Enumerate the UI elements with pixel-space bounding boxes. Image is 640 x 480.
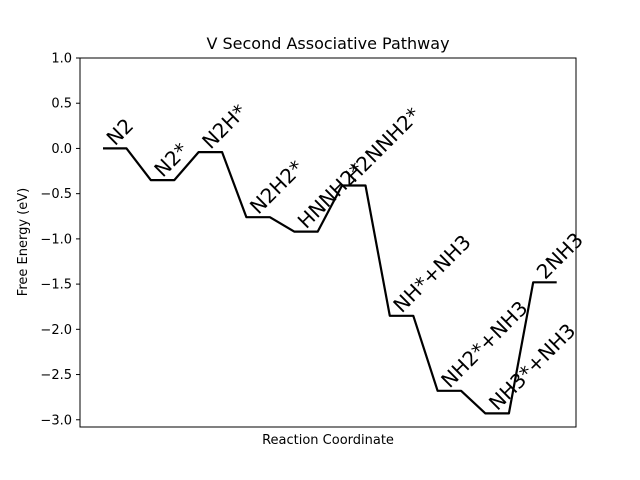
state-label: N2 [102, 113, 139, 150]
state-label: N2* [149, 138, 193, 182]
chart-title: V Second Associative Pathway [206, 34, 449, 53]
state-labels: N2N2*N2H*N2H2*HNNH2*H2NNH2*NH*+NH3NH2*+N… [102, 99, 588, 415]
energy-profile-line [103, 147, 557, 415]
y-tick-label: −0.5 [40, 187, 72, 202]
x-axis-label: Reaction Coordinate [262, 433, 394, 448]
y-tick-label: 1.0 [51, 52, 72, 67]
plot-area-frame [79, 57, 577, 428]
y-tick-label: −3.0 [40, 413, 72, 428]
y-tick-label: 0.5 [51, 97, 72, 112]
state-label: 2NH3 [532, 228, 588, 284]
y-axis: 1.0 0.5 0.0 −0.5 −1.0 −1.5 −2.0 −2.5 −3.0 [40, 52, 80, 428]
y-tick-label: −1.5 [40, 278, 72, 293]
y-tick-label: 0.0 [51, 142, 72, 157]
y-tick-label: −1.0 [40, 232, 72, 247]
y-tick-label: −2.0 [40, 323, 72, 338]
y-tick-label: −2.5 [40, 368, 72, 383]
state-label: H2NNH2* [341, 103, 425, 187]
state-label: N2H* [197, 99, 251, 153]
state-label: NH*+NH3 [388, 230, 475, 317]
y-axis-label: Free Energy (eV) [16, 188, 31, 296]
